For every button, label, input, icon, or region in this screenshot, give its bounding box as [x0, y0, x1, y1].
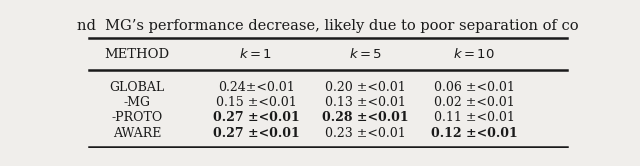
Text: 0.13 ±<0.01: 0.13 ±<0.01: [324, 96, 406, 109]
Text: 0.06 ±<0.01: 0.06 ±<0.01: [434, 81, 515, 93]
Text: 0.27 ±<0.01: 0.27 ±<0.01: [212, 111, 300, 124]
Text: 0.23 ±<0.01: 0.23 ±<0.01: [325, 126, 406, 140]
Text: GLOBAL: GLOBAL: [109, 81, 164, 93]
Text: 0.27 ±<0.01: 0.27 ±<0.01: [212, 126, 300, 140]
Text: 0.11 ±<0.01: 0.11 ±<0.01: [434, 111, 515, 124]
Text: 0.15 ±<0.01: 0.15 ±<0.01: [216, 96, 296, 109]
Text: 0.12 ±<0.01: 0.12 ±<0.01: [431, 126, 518, 140]
Text: 0.24±<0.01: 0.24±<0.01: [218, 81, 294, 93]
Text: $k=1$: $k=1$: [239, 47, 273, 61]
Text: -PROTO: -PROTO: [111, 111, 163, 124]
Text: -MG: -MG: [124, 96, 150, 109]
Text: 0.20 ±<0.01: 0.20 ±<0.01: [325, 81, 406, 93]
Text: METHOD: METHOD: [104, 48, 170, 61]
Text: AWARE: AWARE: [113, 126, 161, 140]
Text: $k=10$: $k=10$: [453, 47, 495, 61]
Text: nd  MG’s performance decrease, likely due to poor separation of co: nd MG’s performance decrease, likely due…: [77, 19, 579, 33]
Text: 0.28 ±<0.01: 0.28 ±<0.01: [322, 111, 408, 124]
Text: 0.02 ±<0.01: 0.02 ±<0.01: [434, 96, 515, 109]
Text: $k=5$: $k=5$: [349, 47, 382, 61]
